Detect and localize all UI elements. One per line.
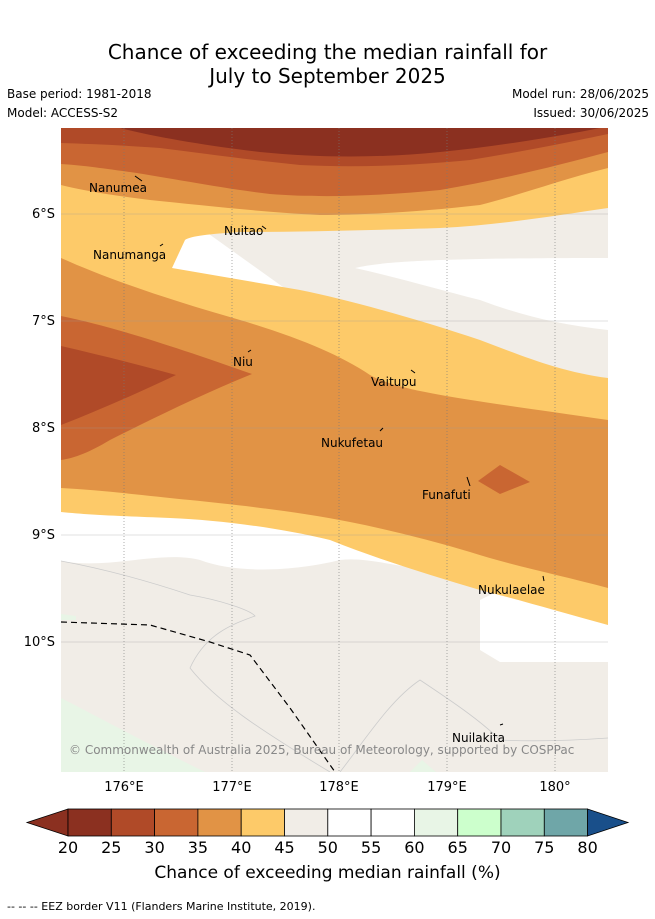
latitude-labels: 6°S 7°S 8°S 9°S 10°S <box>24 207 55 650</box>
colorbar-segment <box>413 808 459 837</box>
place-nuilakita: Nuilakita <box>452 731 505 745</box>
place-nuitao: Nuitao <box>224 224 263 238</box>
lon-label-176e: 176°E <box>104 780 144 795</box>
place-niu: Niu <box>233 355 253 369</box>
model-name: Model: ACCESS-S2 <box>7 106 119 120</box>
colorbar-tick-label: 45 <box>274 838 294 857</box>
lat-label-6s: 6°S <box>32 207 55 222</box>
island-marks <box>134 175 545 726</box>
lon-label-179e: 179°E <box>427 780 467 795</box>
gridlines <box>123 128 556 772</box>
zone-55-60-w <box>61 614 76 620</box>
latitude-gridlines <box>61 213 608 643</box>
zone-55-60-s <box>410 760 436 772</box>
colorbar-tick-label: 70 <box>491 838 511 857</box>
colorbar-segment <box>67 808 112 837</box>
place-nukulaelae: Nukulaelae <box>478 583 545 597</box>
place-vaitupu: Vaitupu <box>371 375 417 389</box>
lat-label-10s: 10°S <box>24 635 55 650</box>
colorbar-segment <box>154 808 199 837</box>
eez-footnote: -- -- -- EEZ border V11 (Flanders Marine… <box>7 900 316 913</box>
eez-border-line <box>61 621 336 772</box>
colorbar-under-arrow <box>25 808 69 837</box>
colorbar-segment <box>197 808 242 837</box>
place-labels: Nanumea Nuitao Nanumanga Niu Vaitupu Nuk… <box>89 181 545 745</box>
lat-label-9s: 9°S <box>32 528 55 543</box>
colorbar-segment <box>110 808 156 837</box>
lat-label-8s: 8°S <box>32 421 55 436</box>
colorbar-tick-label: 40 <box>231 838 251 857</box>
colorbar-tick-label: 20 <box>58 838 78 857</box>
colorbar-tick-label: 80 <box>577 838 597 857</box>
issued-date: Issued: 30/06/2025 <box>533 106 649 120</box>
colorbar-tick-label: 35 <box>188 838 208 857</box>
colorbar: 20 25 30 35 40 45 50 55 60 65 70 75 80 <box>25 808 630 857</box>
zone-under-20 <box>120 128 600 157</box>
title-line-2: July to September 2025 <box>209 64 446 88</box>
zone-45-55-east <box>355 258 608 330</box>
colorbar-tick-label: 60 <box>404 838 424 857</box>
colorbar-label: Chance of exceeding median rainfall (%) <box>154 863 501 883</box>
chart-title: Chance of exceeding the median rainfall … <box>0 40 655 88</box>
colorbar-segment <box>500 808 545 837</box>
contour-line-south <box>61 560 331 772</box>
lon-label-178e: 178°E <box>319 780 359 795</box>
base-period: Base period: 1981-2018 <box>7 87 152 101</box>
place-nanumea: Nanumea <box>89 181 147 195</box>
place-nukufetau: Nukufetau <box>321 436 383 450</box>
model-run: Model run: 28/06/2025 <box>511 87 649 101</box>
colorbar-segment <box>327 808 372 837</box>
colorbar-tick-label: 75 <box>534 838 554 857</box>
colorbar-tick-label: 30 <box>144 838 164 857</box>
place-nanumanga: Nanumanga <box>93 248 166 262</box>
colorbar-tick-label: 55 <box>361 838 381 857</box>
colorbar-segment <box>543 808 588 837</box>
colorbar-segment <box>370 808 415 837</box>
lon-label-177e: 177°E <box>212 780 252 795</box>
copyright-notice: © Commonwealth of Australia 2025, Bureau… <box>69 743 574 757</box>
colorbar-segment <box>284 808 329 837</box>
place-funafuti: Funafuti <box>422 488 471 502</box>
zone-30-35 <box>61 128 608 588</box>
contour-line-south-east <box>339 679 608 772</box>
zone-25-30-funafuti <box>478 465 530 494</box>
zone-55-60-sw <box>61 698 205 772</box>
lat-label-7s: 7°S <box>32 314 55 329</box>
colorbar-tick-label: 65 <box>448 838 468 857</box>
zone-20-25-west <box>61 346 176 425</box>
lon-label-180: 180° <box>539 780 570 795</box>
colorbar-over-arrow <box>587 808 630 837</box>
title-line-1: Chance of exceeding the median rainfall … <box>107 40 548 64</box>
longitude-labels: 176°E 177°E 178°E 179°E 180° <box>104 780 570 795</box>
map-area: Nanumea Nuitao Nanumanga Niu Vaitupu Nuk… <box>61 128 608 772</box>
colorbar-tick-label: 25 <box>101 838 121 857</box>
colorbar-segment <box>457 808 502 837</box>
zone-25-30-west <box>61 316 252 460</box>
colorbar-segment <box>240 808 285 837</box>
colorbar-tick-label: 50 <box>318 838 338 857</box>
